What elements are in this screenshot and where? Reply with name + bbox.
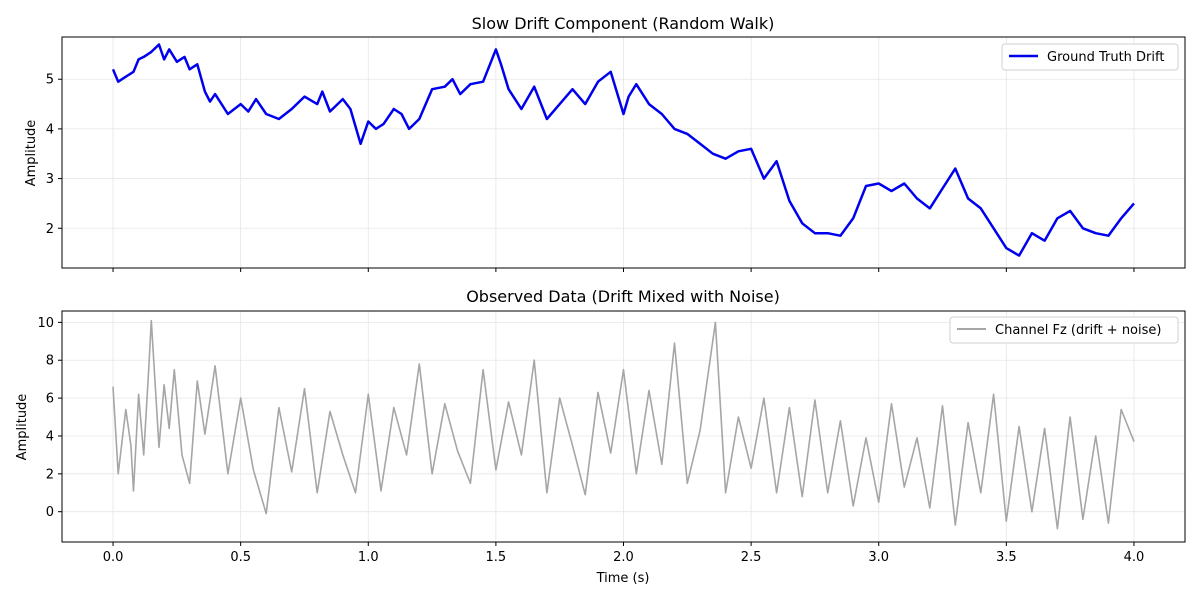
drift-grid [62,37,1185,268]
observed-x-tick-label: 1.5 [486,550,507,565]
observed-grid [62,311,1185,542]
observed-x-tick-label: 3.5 [996,550,1017,565]
drift-legend-box [1001,43,1179,71]
observed-y-tick-label: 6 [46,392,54,407]
drift-chart-title: Slow Drift Component (Random Walk) [472,14,775,33]
observed-legend-label: Channel Fz (drift + noise) [995,323,1161,338]
drift-y-tick-label: 5 [46,73,54,88]
observed-series [112,319,1135,530]
observed-x-tick-label: 1.0 [358,550,379,565]
observed-series-line [112,319,1135,530]
observed-x-tick-label: 4.0 [1124,550,1145,565]
observed-chart-title: Observed Data (Drift Mixed with Noise) [466,287,780,306]
observed-legend-box [949,316,1179,344]
observed-y-tick-label: 0 [46,505,54,520]
drift-x-ticks [112,268,1135,272]
drift-subplot: Slow Drift Component (Random Walk) 2345 … [24,14,1186,272]
drift-y-tick-label: 2 [46,222,54,237]
observed-y-tick-label: 2 [46,467,54,482]
drift-y-axis-label: Amplitude [24,120,39,187]
observed-y-tick-label: 8 [46,354,54,369]
drift-y-tick-label: 4 [46,122,54,137]
observed-legend: Channel Fz (drift + noise) [949,316,1179,344]
observed-x-tick-label: 2.5 [741,550,762,565]
observed-x-tick-label: 2.0 [613,550,634,565]
observed-x-tick-label: 0.5 [230,550,251,565]
observed-y-tick-label: 4 [46,429,54,444]
observed-y-tick-label: 10 [37,316,54,331]
observed-y-axis-label: Amplitude [15,394,30,461]
x-axis-label: Time (s) [596,571,650,586]
observed-x-tick-label: 0.0 [103,550,124,565]
drift-legend: Ground Truth Drift [1001,43,1179,71]
observed-x-ticks: 0.0 0.5 1.0 1.5 2.0 2.5 3.0 3.5 4.0 [103,542,1145,565]
drift-y-ticks: 2 3 4 5 [46,73,62,237]
observed-y-ticks: 0 2 4 6 8 10 [37,316,62,520]
drift-y-tick-label: 3 [46,172,54,187]
drift-series-line [111,43,1135,257]
observed-x-tick-label: 3.0 [868,550,889,565]
drift-series [111,43,1135,257]
drift-legend-label: Ground Truth Drift [1047,50,1164,65]
observed-subplot: Observed Data (Drift Mixed with Noise) 0… [15,287,1186,586]
